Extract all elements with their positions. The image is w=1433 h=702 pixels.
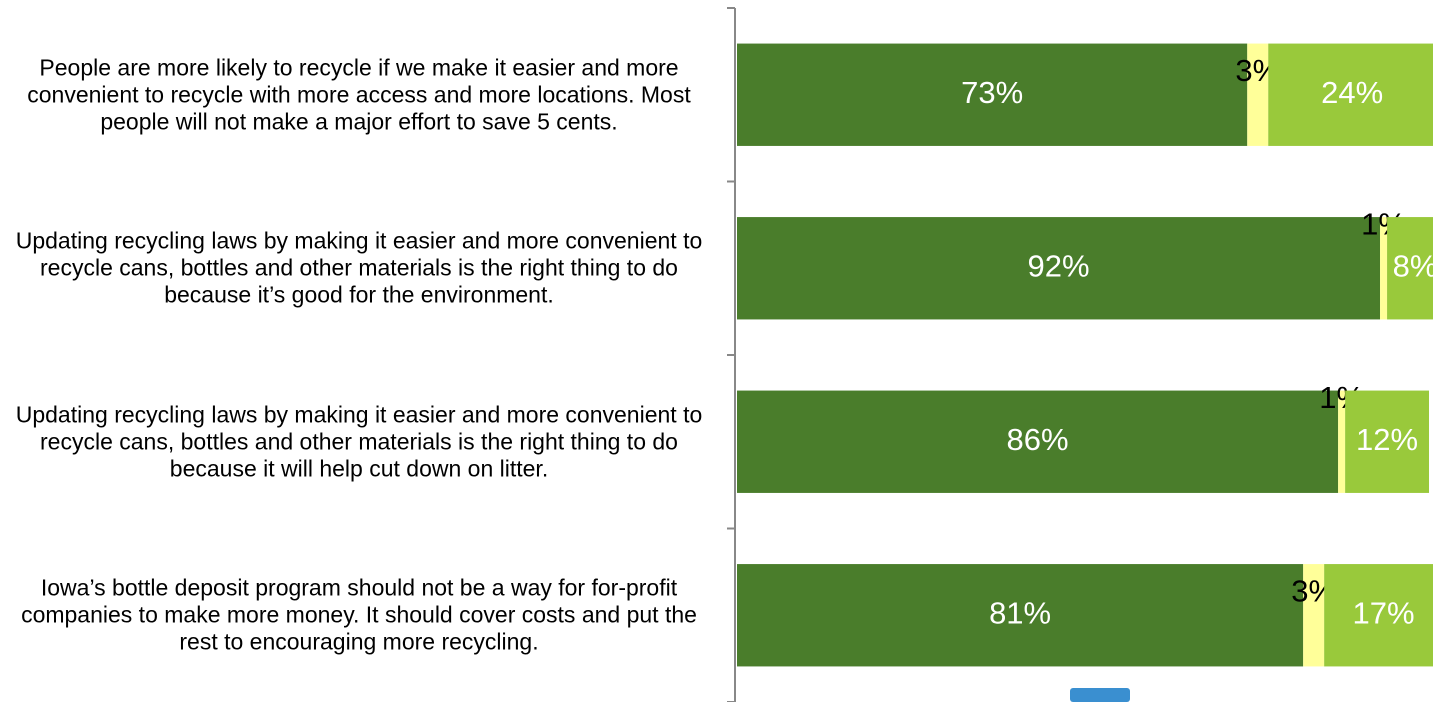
bar-segment <box>737 43 1248 146</box>
category-label: People are more likely to recycle if we … <box>27 54 691 135</box>
bar-segment <box>737 217 1381 320</box>
value-label: 17% <box>1353 595 1415 630</box>
bar-segment <box>1247 43 1269 146</box>
value-label: 86% <box>1007 422 1069 457</box>
category-label: Iowa’s bottle deposit program should not… <box>21 574 697 655</box>
bar-segment <box>1303 564 1325 667</box>
bar-segment <box>1268 43 1433 146</box>
category-label: Updating recycling laws by making it eas… <box>15 401 703 482</box>
bar-segment <box>1387 217 1433 320</box>
value-label: 12% <box>1356 422 1418 457</box>
bar-segment <box>1324 564 1433 667</box>
value-label: 8% <box>1393 248 1433 283</box>
value-label: 73% <box>961 75 1023 110</box>
bar-segment <box>1380 217 1388 320</box>
bar-segment <box>737 564 1304 667</box>
category-label: Updating recycling laws by making it eas… <box>15 227 703 308</box>
value-label: 92% <box>1028 248 1090 283</box>
decoration <box>1070 688 1130 702</box>
bar-segment <box>737 390 1339 493</box>
value-label: 24% <box>1321 75 1383 110</box>
value-label: 81% <box>989 595 1051 630</box>
bar-segment <box>1345 390 1430 493</box>
bar-segment <box>1338 390 1346 493</box>
